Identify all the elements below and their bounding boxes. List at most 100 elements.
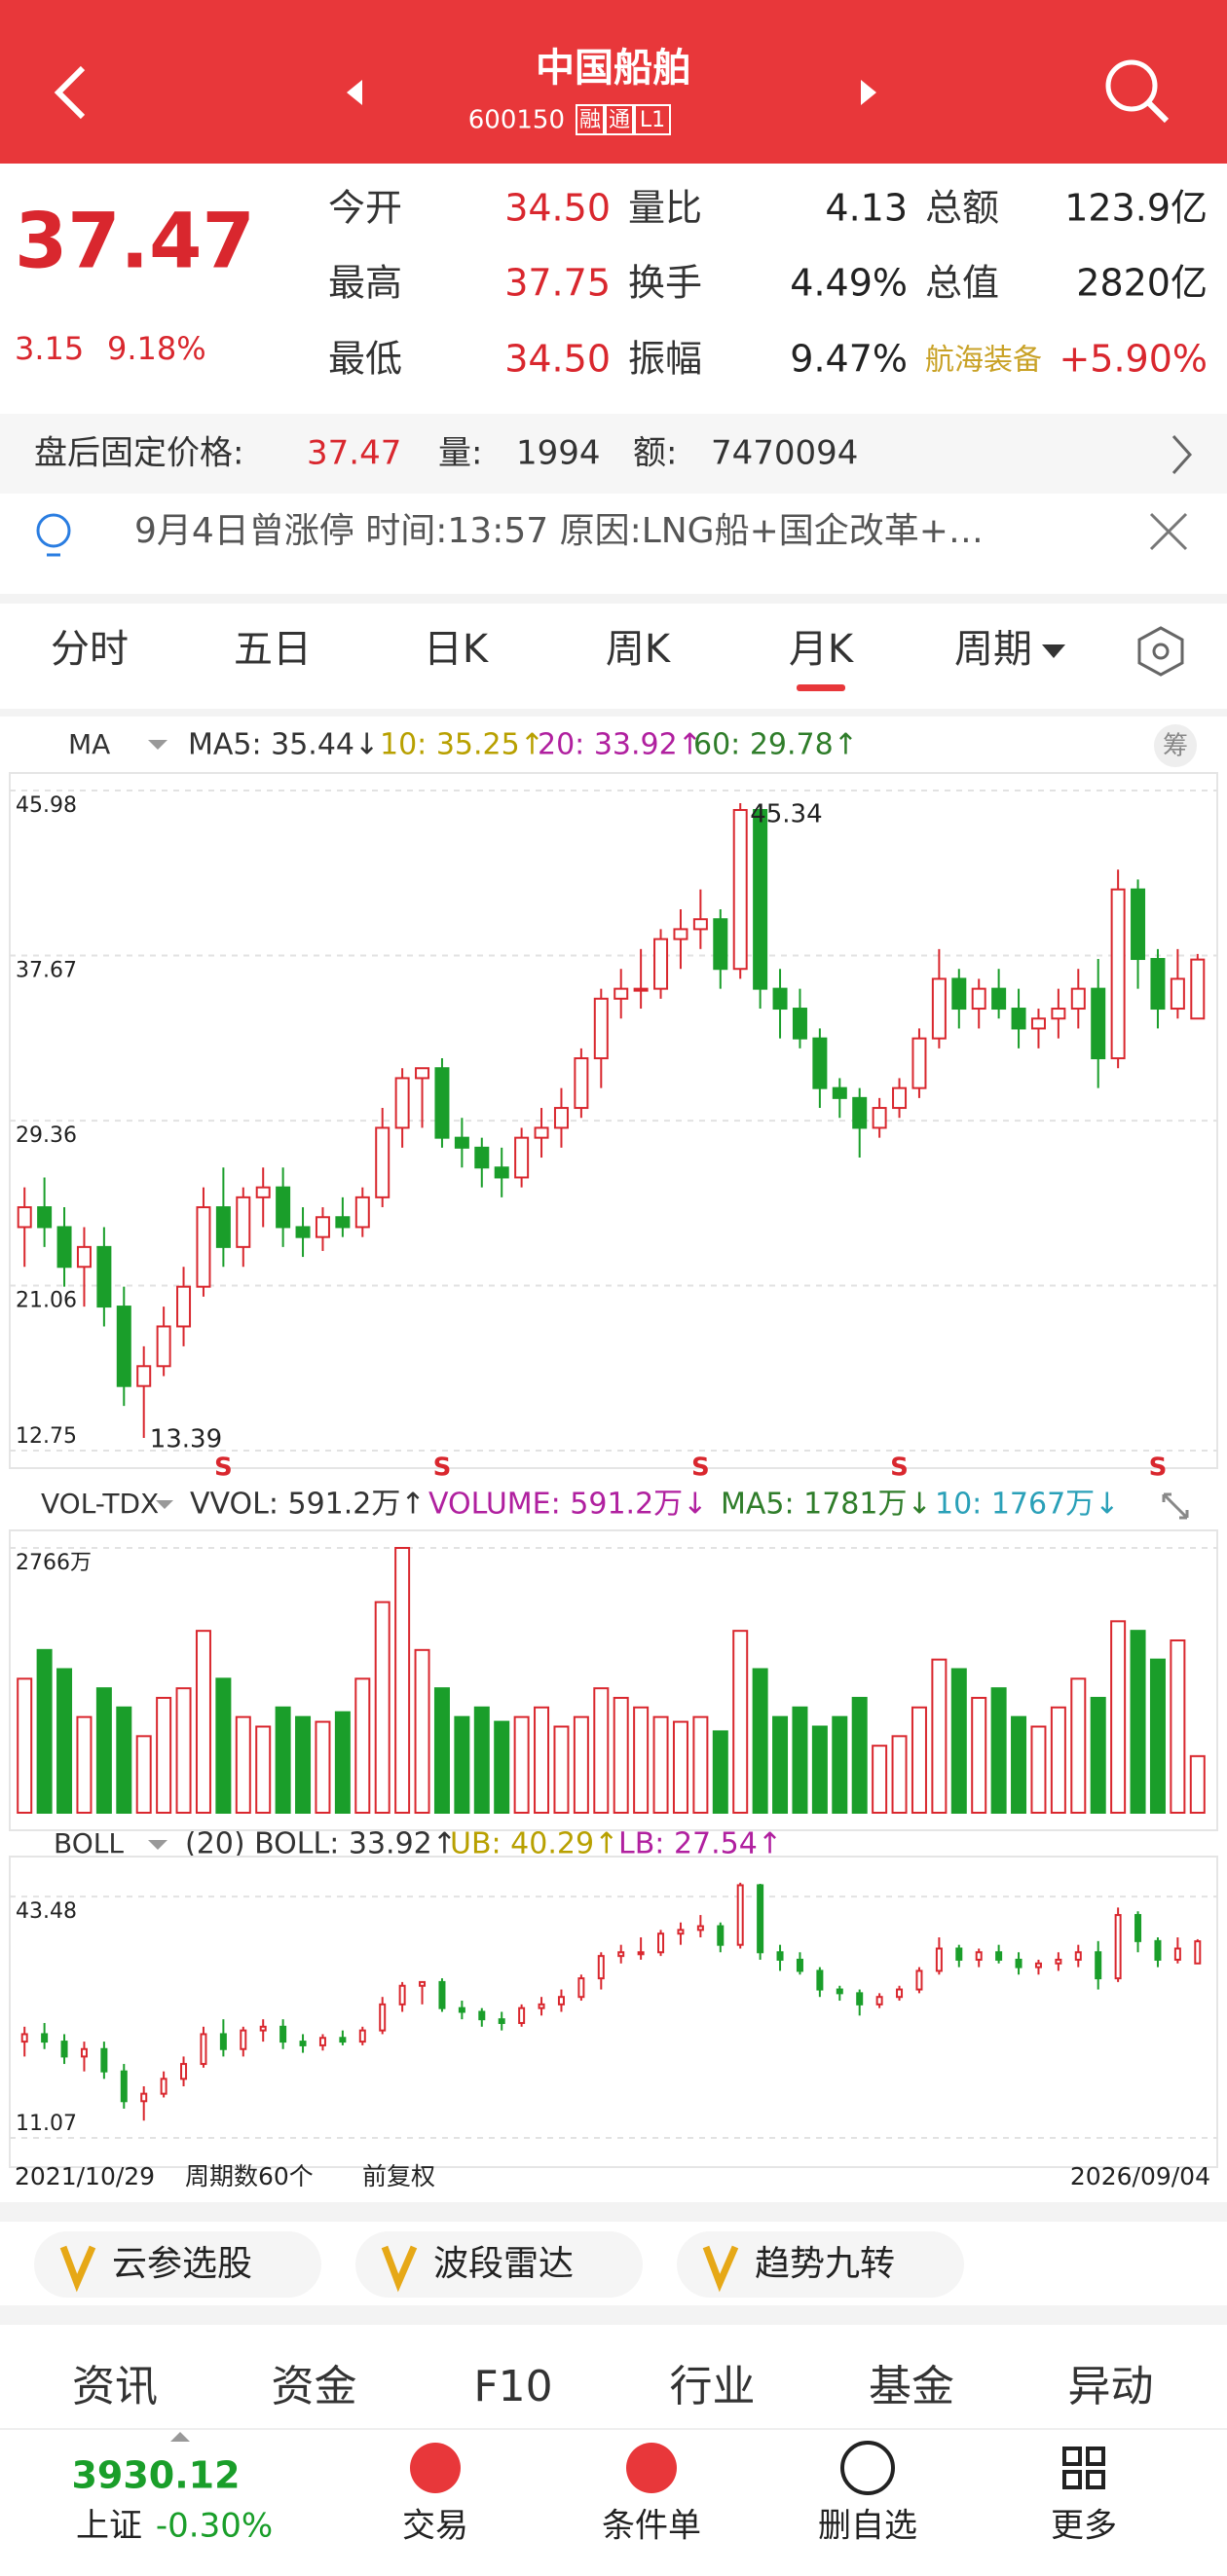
volume-bar <box>1070 1677 1087 1814</box>
after-hours-vol: 1994 <box>516 434 601 473</box>
volume-bar <box>613 1696 629 1814</box>
volume-bar <box>374 1601 390 1814</box>
action-label[interactable]: 条件单 <box>602 2507 701 2546</box>
ohlc-bar-body <box>1134 1914 1142 1942</box>
ohlc-bar-body <box>538 2003 545 2009</box>
ohlc-bar-body <box>80 2047 88 2058</box>
chip-button[interactable]: 筹 <box>1163 732 1188 761</box>
ohlc-bar-body <box>140 2092 148 2103</box>
boll-row-item[interactable]: BOLL <box>54 1827 124 1859</box>
feature-label[interactable]: 趋势九转 <box>755 2244 895 2284</box>
candle-body <box>673 928 688 940</box>
vol-row-item[interactable]: VOL-TDX <box>41 1488 159 1520</box>
y-tick-label: 21.06 <box>16 1288 77 1312</box>
ohlc-bar-body <box>776 1951 784 1961</box>
nav-tab[interactable]: F10 <box>473 2362 552 2411</box>
stock-code: 600150 <box>468 106 565 135</box>
volume-bar <box>433 1687 450 1815</box>
period-tab[interactable]: 月K <box>789 627 855 672</box>
volume-bar <box>931 1658 948 1814</box>
stat-label: 最高 <box>328 262 402 305</box>
y-tick-label: 45.98 <box>16 793 77 818</box>
volume-bar <box>752 1668 768 1815</box>
action-label[interactable]: 交易 <box>402 2507 468 2546</box>
vol-row-item: VOLUME: 591.2万↓ <box>428 1488 707 1522</box>
nav-tab[interactable]: 资金 <box>272 2362 357 2411</box>
index-change: -0.30% <box>156 2507 273 2546</box>
after-hours-vol-label: 量: <box>438 434 482 473</box>
nav-tab[interactable]: 异动 <box>1068 2362 1154 2411</box>
ma-row-item[interactable]: MA <box>68 728 110 760</box>
action-icon <box>840 2441 895 2495</box>
nav-tab[interactable]: 行业 <box>670 2362 756 2411</box>
candle-body <box>732 808 748 971</box>
expand-button[interactable] <box>1162 1492 1189 1520</box>
ohlc-bar-body <box>1114 1914 1122 1980</box>
next-stock[interactable] <box>861 80 876 105</box>
y-tick-label: 29.36 <box>16 1123 77 1148</box>
news-close[interactable] <box>1149 512 1188 551</box>
candle-body <box>614 987 629 1000</box>
period-tab[interactable]: 五日 <box>234 627 312 672</box>
candle-body <box>434 1067 450 1139</box>
volume-bar <box>315 1720 331 1815</box>
action-label[interactable]: 删自选 <box>818 2507 917 2546</box>
volume-bar <box>872 1745 888 1815</box>
feature-label[interactable]: 波段雷达 <box>433 2244 574 2284</box>
index-name: 上证 <box>76 2507 142 2546</box>
prev-stock[interactable] <box>347 80 362 105</box>
back-button[interactable] <box>54 65 86 120</box>
stat-value: 34.50 <box>504 338 611 381</box>
action-icon <box>1062 2447 1082 2466</box>
badge: 融 <box>579 108 601 132</box>
after-hours-more[interactable] <box>1171 434 1193 475</box>
period-tab[interactable]: 周期 <box>954 627 1032 672</box>
volume-bar <box>195 1630 211 1814</box>
volume-bar <box>1030 1725 1047 1814</box>
feature-icon <box>702 2245 739 2293</box>
chip-button-bg[interactable] <box>1154 724 1197 767</box>
low-label: 13.39 <box>150 1424 222 1454</box>
ohlc-bar-body <box>696 1925 704 1932</box>
feature-pill[interactable] <box>355 2231 643 2298</box>
volume-bar <box>17 1677 33 1814</box>
action-icon <box>1086 2447 1105 2466</box>
period-tab[interactable]: 日K <box>424 627 490 672</box>
candle-body <box>812 1037 828 1089</box>
ohlc-bar-body <box>318 2037 326 2046</box>
candle-body <box>76 1245 92 1269</box>
action-label[interactable]: 更多 <box>1051 2507 1117 2546</box>
candle-body <box>454 1136 469 1149</box>
candle-body <box>534 1126 549 1139</box>
volume-bar <box>215 1677 232 1814</box>
candle-body <box>931 977 947 1040</box>
candle-body <box>772 987 788 1011</box>
news-text[interactable]: 9月4日曾涨停 时间:13:57 原因:LNG船+国企改革+… <box>134 511 984 551</box>
period-tab[interactable]: 分时 <box>51 627 129 672</box>
feature-pill[interactable] <box>677 2231 964 2298</box>
ohlc-bar-body <box>219 2033 227 2050</box>
period-tab[interactable]: 周K <box>606 627 672 672</box>
volume-bar <box>394 1547 411 1814</box>
after-hours-amt: 7470094 <box>711 434 858 473</box>
stat-value: +5.90% <box>1059 338 1208 381</box>
ohlc-bar-body <box>458 2006 465 2013</box>
ohlc-bar-body <box>299 2041 307 2046</box>
nav-tab[interactable]: 基金 <box>869 2362 954 2411</box>
candle-body <box>692 918 708 931</box>
after-hours-label: 盘后固定价格: <box>34 434 243 473</box>
panel-frame <box>9 1529 1218 1831</box>
volume-bar <box>56 1668 73 1815</box>
nav-tab[interactable]: 资讯 <box>72 2362 158 2411</box>
settings-button[interactable] <box>1137 626 1184 677</box>
candle-body <box>653 938 669 990</box>
feature-pill[interactable] <box>34 2231 321 2298</box>
volume-bar <box>334 1711 351 1815</box>
stat-label: 航海装备 <box>925 344 1042 378</box>
search-button[interactable] <box>1105 59 1170 124</box>
feature-label[interactable]: 云参选股 <box>112 2244 252 2284</box>
volume-bar <box>135 1735 152 1814</box>
volume-bar <box>116 1706 132 1814</box>
candle-body <box>156 1325 171 1368</box>
